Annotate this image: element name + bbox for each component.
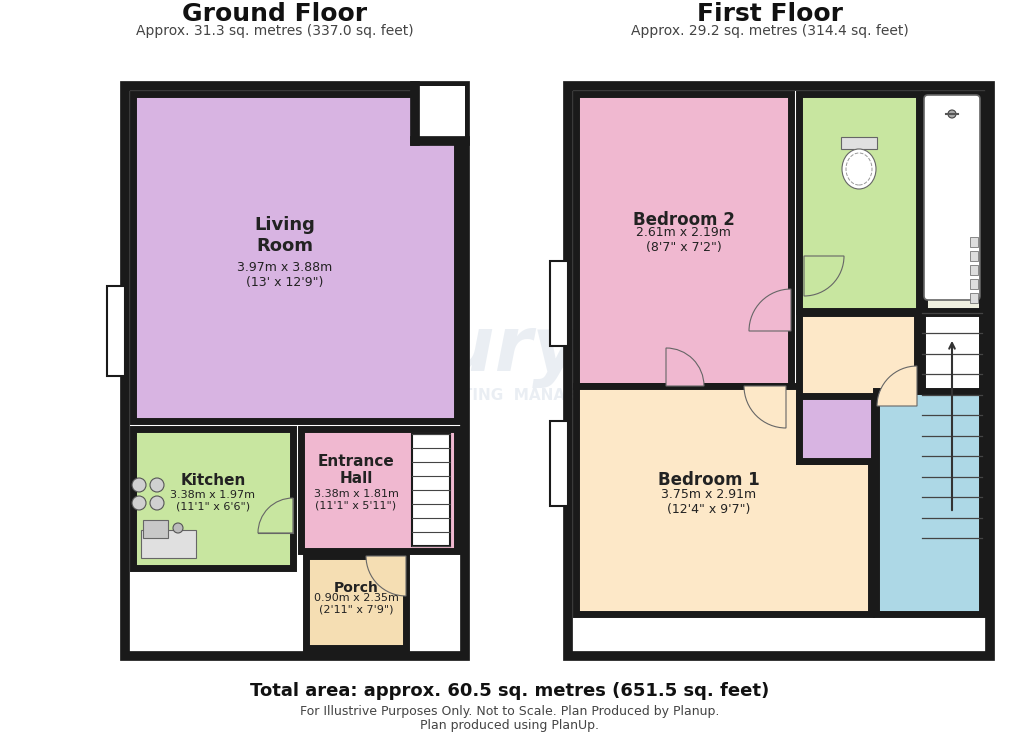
Text: Entrance
Hall: Entrance Hall [317,453,394,486]
Bar [301,429,457,551]
Wedge shape [803,256,843,296]
Bar [969,251,977,261]
Text: Kitchen: Kitchen [180,473,246,488]
Wedge shape [743,386,786,428]
Wedge shape [258,498,292,533]
Bar [969,293,977,303]
Bar [969,265,977,275]
Bar [141,530,196,558]
Text: 3.38m x 1.97m
(11'1" x 6'6"): 3.38m x 1.97m (11'1" x 6'6") [170,490,255,511]
Bar [132,94,457,421]
Text: 3.38m x 1.81m
(11'1" x 5'11"): 3.38m x 1.81m (11'1" x 5'11") [313,489,398,511]
Bar [798,94,918,311]
Circle shape [131,496,146,510]
Text: Bedroom 1: Bedroom 1 [657,471,758,489]
FancyBboxPatch shape [923,95,979,300]
Bar [875,391,981,614]
Ellipse shape [841,149,875,189]
Bar [549,261,568,346]
Circle shape [947,110,955,118]
Text: Approx. 31.3 sq. metres (337.0 sq. feet): Approx. 31.3 sq. metres (337.0 sq. feet) [137,24,414,38]
Bar [143,520,168,538]
Text: Porch: Porch [333,581,378,595]
Bar [125,86,465,656]
Bar [576,94,790,386]
Wedge shape [366,556,406,596]
Text: Total area: approx. 60.5 sq. metres (651.5 sq. feet): Total area: approx. 60.5 sq. metres (651… [250,682,769,700]
Bar [415,86,465,141]
Wedge shape [665,348,703,386]
Bar [549,421,568,506]
Bar [306,556,406,648]
Text: Malburys: Malburys [232,313,627,388]
Text: For Illustrive Purposes Only. Not to Scale. Plan Produced by Planup.: For Illustrive Purposes Only. Not to Sca… [300,705,719,717]
Text: Approx. 29.2 sq. metres (314.4 sq. feet): Approx. 29.2 sq. metres (314.4 sq. feet) [631,24,908,38]
Bar [969,279,977,289]
Text: 3.75m x 2.91m
(12'4" x 9'7"): 3.75m x 2.91m (12'4" x 9'7") [660,488,755,516]
Bar [412,434,449,546]
Bar [798,313,916,461]
Bar [798,396,873,461]
Bar [841,137,876,149]
Text: First Floor: First Floor [696,2,842,26]
Text: Plan produced using PlanUp.: Plan produced using PlanUp. [420,719,599,731]
Bar [568,86,989,656]
Circle shape [131,478,146,492]
Circle shape [173,523,182,533]
Circle shape [150,478,164,492]
Text: Living
Room: Living Room [255,216,315,255]
Text: Ground Floor: Ground Floor [182,2,367,26]
Bar [969,237,977,247]
Text: SALES  &  LETTING  MANAGEMENT: SALES & LETTING MANAGEMENT [342,388,636,404]
Bar [923,94,981,311]
Text: 0.90m x 2.35m
(2'11" x 7'9"): 0.90m x 2.35m (2'11" x 7'9") [313,594,398,615]
Bar [576,386,870,614]
Circle shape [150,496,164,510]
Bar [132,429,292,568]
Text: 3.97m x 3.88m
(13' x 12'9"): 3.97m x 3.88m (13' x 12'9") [237,262,332,290]
Bar [107,286,125,376]
Text: 2.61m x 2.19m
(8'7" x 7'2"): 2.61m x 2.19m (8'7" x 7'2") [636,226,731,254]
Wedge shape [748,289,790,331]
Text: Bedroom 2: Bedroom 2 [632,211,734,229]
Bar [921,313,981,538]
Wedge shape [876,366,916,406]
